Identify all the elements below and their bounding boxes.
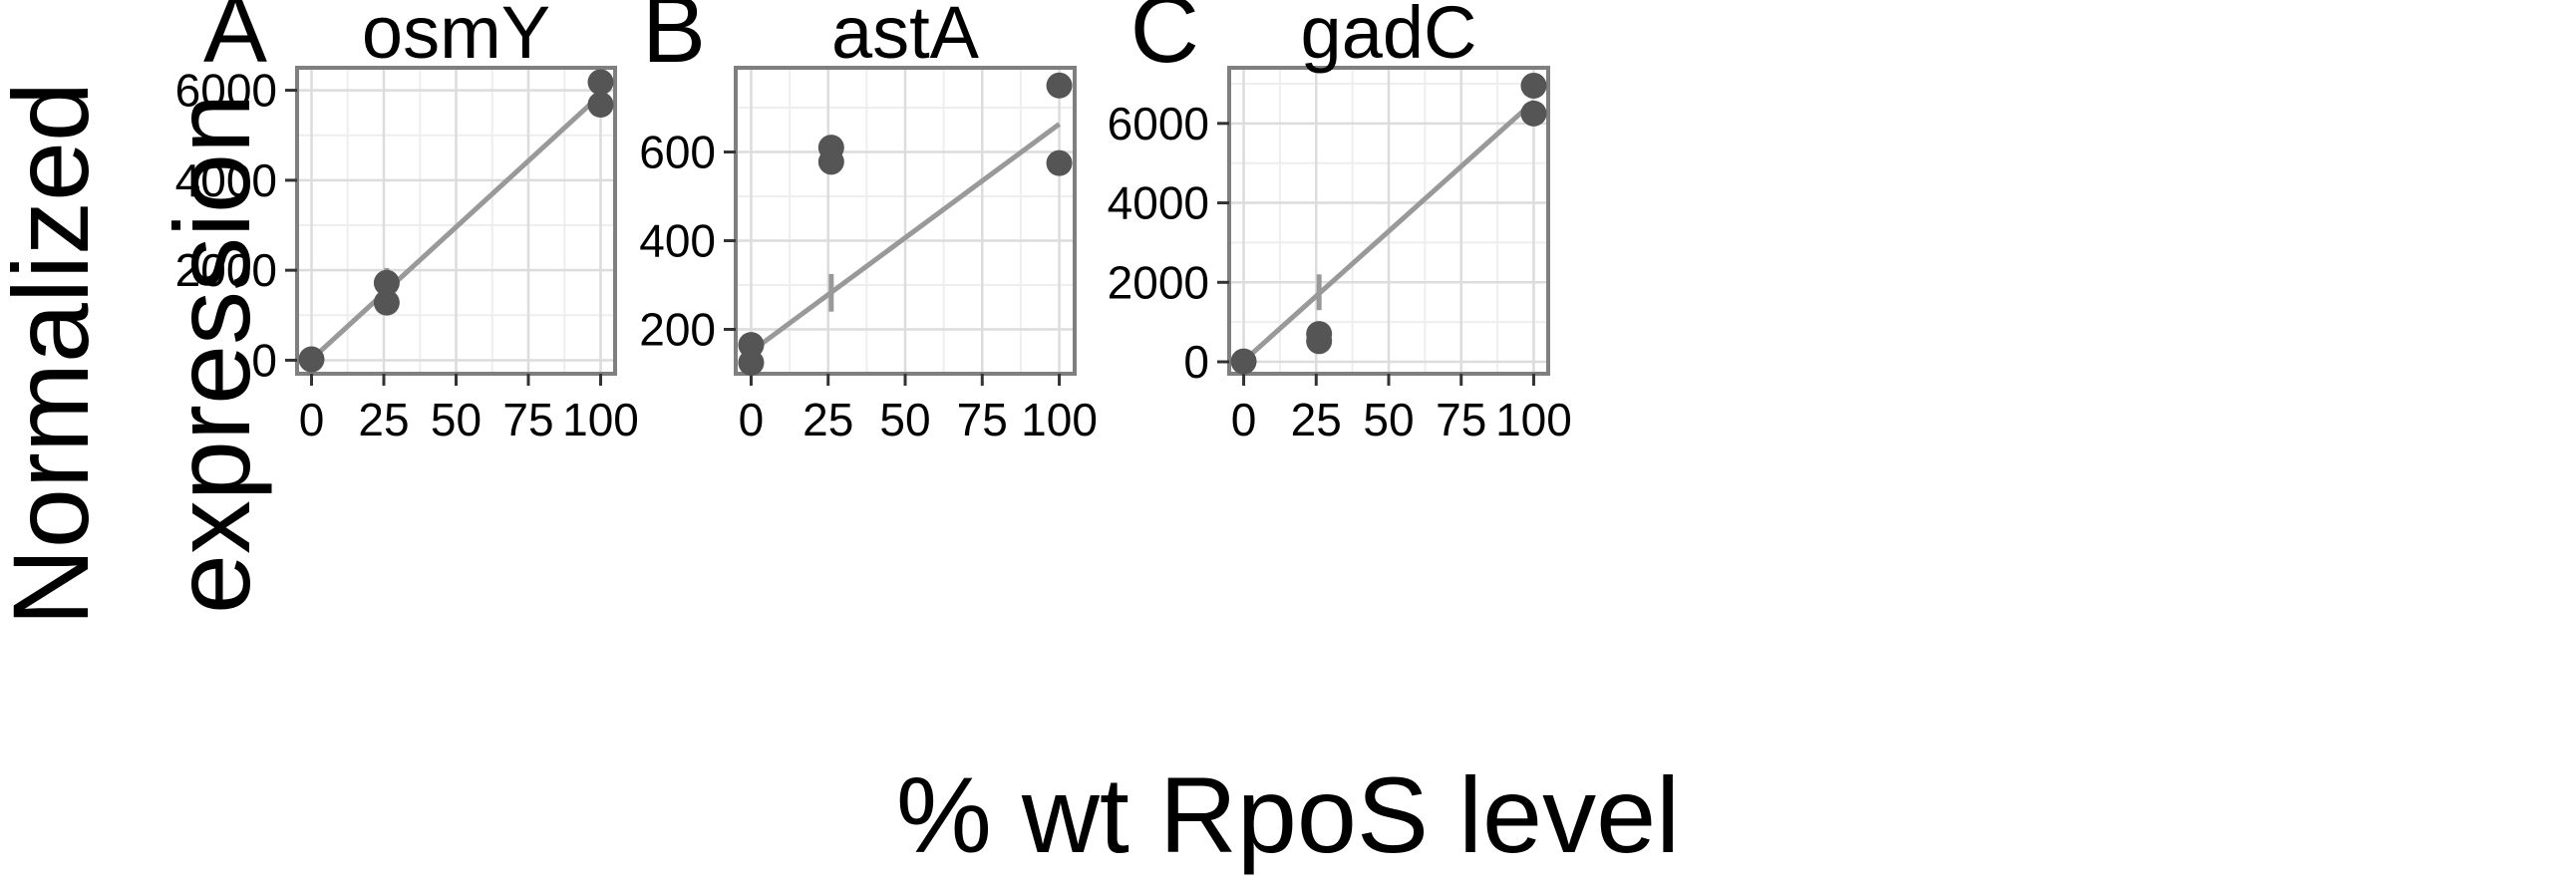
x-tick-label-gadC: 25 (1291, 394, 1342, 445)
y-tick-label-astA: 400 (639, 215, 716, 267)
panel-title-astA: astA (831, 0, 980, 74)
data-point-osmY (373, 289, 400, 316)
data-point-astA (1046, 149, 1073, 176)
data-point-astA (1046, 72, 1073, 99)
x-tick-label-osmY: 25 (358, 394, 409, 445)
panel-title-gadC: gadC (1301, 0, 1477, 74)
data-point-gadC (1520, 100, 1547, 127)
x-tick-label-astA: 75 (957, 394, 1008, 445)
x-tick-label-astA: 0 (739, 394, 765, 445)
data-point-osmY (373, 269, 400, 296)
data-point-astA (817, 135, 844, 161)
fit-line-astA (749, 122, 1062, 354)
panel-title-osmY: osmY (362, 0, 550, 74)
data-point-gadC (1230, 348, 1257, 375)
panel-letter-astA: B (642, 0, 706, 83)
data-point-osmY (587, 69, 614, 96)
x-axis-label: % wt RpoS level (896, 754, 1680, 875)
x-tick-label-gadC: 50 (1363, 394, 1414, 445)
y-tick-label-astA: 600 (639, 127, 716, 178)
fit-line-osmY (309, 93, 603, 362)
x-tick-label-osmY: 100 (562, 394, 639, 445)
y-tick-label-osmY: 0 (251, 334, 277, 386)
data-point-astA (738, 332, 765, 359)
data-point-gadC (1306, 321, 1333, 348)
y-tick-label-osmY: 4000 (175, 154, 277, 206)
panel-gadC: 0 25 50 75 100 0 2000 4000 6000 gadC C (1108, 0, 1572, 445)
y-tick-label-osmY: 2000 (175, 244, 277, 296)
fit-line-gadC (1241, 100, 1536, 364)
y-tick-label-gadC: 0 (1183, 336, 1209, 388)
y-tick-label-astA: 200 (639, 304, 716, 356)
data-point-osmY (587, 92, 614, 119)
panel-letter-gadC: C (1130, 0, 1199, 83)
x-tick-label-gadC: 0 (1231, 394, 1257, 445)
x-tick-label-astA: 50 (879, 394, 930, 445)
x-tick-label-gadC: 75 (1436, 394, 1486, 445)
y-tick-label-gadC: 6000 (1108, 98, 1209, 149)
x-tick-label-astA: 25 (803, 394, 853, 445)
panel-astA: 0 25 50 75 100 200 400 600 astA B (639, 0, 1098, 445)
y-tick-label-gadC: 4000 (1108, 177, 1209, 229)
x-tick-label-osmY: 0 (299, 394, 325, 445)
panel-letter-osmY: A (203, 0, 267, 83)
data-point-gadC (1520, 72, 1547, 99)
x-tick-label-osmY: 50 (431, 394, 482, 445)
y-axis-label-line2: expression (152, 94, 272, 614)
data-point-osmY (298, 346, 325, 373)
x-tick-label-osmY: 75 (502, 394, 553, 445)
data-point-astA (738, 349, 765, 376)
panel-osmY: 0 25 50 75 100 0 2000 4000 6000 osmY A (175, 0, 639, 445)
y-axis-label-line1: Normalized (0, 82, 111, 626)
x-tick-label-gadC: 100 (1495, 394, 1572, 445)
y-tick-label-osmY: 6000 (175, 65, 277, 117)
y-tick-label-gadC: 2000 (1108, 256, 1209, 308)
x-tick-label-astA: 100 (1021, 394, 1098, 445)
